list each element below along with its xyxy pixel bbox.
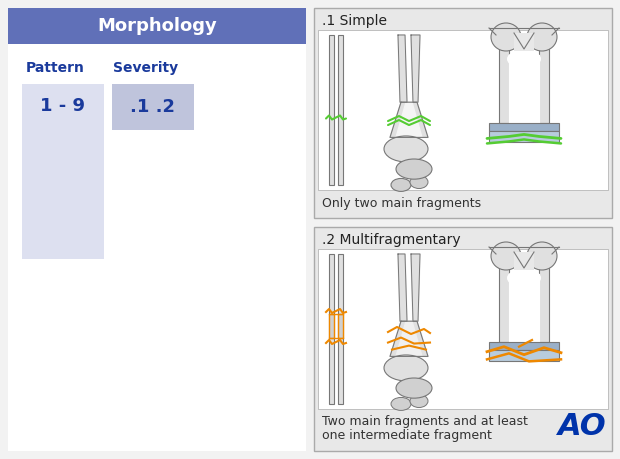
- Text: Pattern: Pattern: [26, 61, 85, 75]
- Bar: [329, 314, 334, 338]
- Bar: [338, 254, 343, 404]
- Ellipse shape: [391, 179, 411, 191]
- Text: .2 Multifragmentary: .2 Multifragmentary: [322, 233, 461, 247]
- Bar: [314, 8, 612, 218]
- Bar: [499, 254, 509, 342]
- Ellipse shape: [491, 23, 521, 51]
- Bar: [318, 249, 608, 409]
- Text: Morphology: Morphology: [97, 17, 217, 35]
- Text: AO: AO: [557, 412, 606, 441]
- Bar: [22, 84, 104, 259]
- Bar: [112, 84, 194, 130]
- Polygon shape: [390, 321, 428, 356]
- Text: Only two main fragments: Only two main fragments: [322, 196, 481, 209]
- Ellipse shape: [396, 159, 432, 179]
- Polygon shape: [411, 35, 420, 102]
- Bar: [539, 35, 549, 123]
- Ellipse shape: [391, 397, 411, 410]
- Text: .1 .2: .1 .2: [130, 98, 175, 116]
- Bar: [329, 35, 334, 185]
- Ellipse shape: [384, 136, 428, 162]
- Bar: [539, 254, 549, 342]
- Bar: [489, 342, 559, 350]
- Ellipse shape: [384, 355, 428, 381]
- Ellipse shape: [527, 242, 557, 270]
- Bar: [489, 131, 559, 142]
- Bar: [318, 30, 608, 190]
- Ellipse shape: [527, 23, 557, 51]
- Bar: [329, 254, 334, 404]
- Ellipse shape: [410, 175, 428, 189]
- Bar: [499, 35, 509, 123]
- Ellipse shape: [410, 395, 428, 408]
- Ellipse shape: [507, 52, 525, 66]
- Ellipse shape: [396, 378, 432, 398]
- Ellipse shape: [507, 271, 525, 285]
- Text: .1 Simple: .1 Simple: [322, 14, 387, 28]
- Bar: [489, 350, 559, 361]
- Text: Two main fragments and at least: Two main fragments and at least: [322, 414, 528, 427]
- Bar: [8, 8, 306, 44]
- Polygon shape: [411, 254, 420, 321]
- Ellipse shape: [523, 52, 541, 66]
- Bar: [338, 35, 343, 185]
- Bar: [489, 123, 559, 131]
- Text: Severity: Severity: [113, 61, 178, 75]
- Ellipse shape: [491, 242, 521, 270]
- Bar: [338, 314, 343, 338]
- Polygon shape: [509, 55, 539, 123]
- Ellipse shape: [523, 271, 541, 285]
- Polygon shape: [398, 254, 407, 321]
- Bar: [514, 33, 534, 51]
- Polygon shape: [396, 321, 422, 356]
- Text: one intermediate fragment: one intermediate fragment: [322, 429, 492, 442]
- Text: 1 - 9: 1 - 9: [40, 97, 86, 115]
- Bar: [314, 227, 612, 451]
- Polygon shape: [396, 102, 422, 137]
- Polygon shape: [398, 35, 407, 102]
- Bar: [514, 252, 534, 270]
- Polygon shape: [390, 102, 428, 137]
- Bar: [8, 8, 306, 451]
- Polygon shape: [509, 274, 539, 342]
